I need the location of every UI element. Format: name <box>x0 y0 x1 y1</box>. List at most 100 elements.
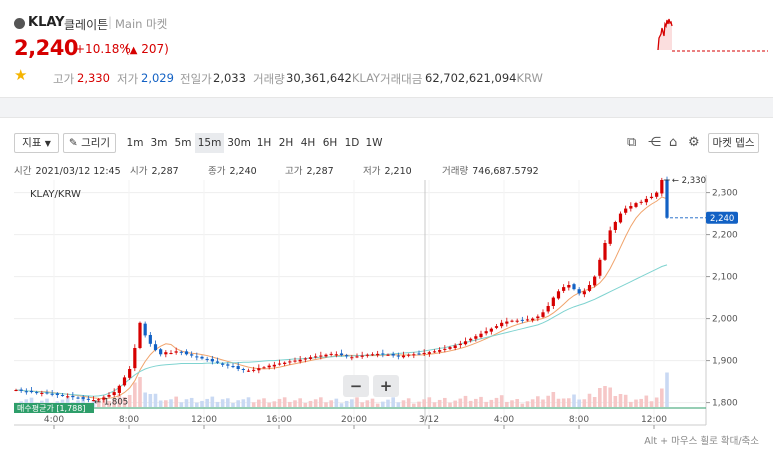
candle-body <box>288 361 292 363</box>
candle-body <box>386 354 390 356</box>
timeframe-3m[interactable]: 3m <box>150 137 168 149</box>
popout-icon[interactable]: ⧉ <box>627 135 637 150</box>
timeframe-6h[interactable]: 6H <box>322 137 338 149</box>
volume-bar <box>458 398 463 407</box>
candle-body <box>613 222 617 230</box>
current-price-badge <box>706 211 738 224</box>
caret-down-icon: ▼ <box>44 139 51 148</box>
volume-bar <box>474 398 478 407</box>
volume-bar <box>174 396 178 407</box>
zoom-out-button-icon: − <box>350 377 363 395</box>
candle-body <box>525 319 530 321</box>
stat-volume-number: 30,361,642 <box>286 71 352 85</box>
candle-body <box>391 353 395 356</box>
zoom-out-button[interactable]: − <box>343 375 369 397</box>
change-amount-value: 207 <box>141 42 165 56</box>
volume-bar <box>205 398 209 407</box>
candle-body <box>257 368 261 371</box>
volume-bar <box>200 400 204 407</box>
indicator-dropdown[interactable]: 지표 ▼ <box>14 133 59 153</box>
candle-body <box>24 391 28 393</box>
candle-body <box>29 390 34 393</box>
candle-body <box>303 358 307 360</box>
market-label: Main 마켓 <box>115 17 168 31</box>
candle-body <box>169 353 173 355</box>
ma-fast-line <box>15 196 668 400</box>
volume-bar <box>272 401 277 407</box>
candle-body <box>272 364 276 367</box>
avg-buy-price-text: 매수평균가 [1,788] <box>17 403 86 413</box>
market-depth-button[interactable]: 마켓 뎁스 <box>708 133 759 153</box>
volume-bar <box>546 395 550 407</box>
max-price-label: ← 2,330 <box>672 176 706 186</box>
candle-body <box>314 356 318 358</box>
volume-bar <box>282 397 287 407</box>
candle-body <box>572 284 576 290</box>
volume-bar <box>634 399 638 407</box>
volume-bar <box>396 402 401 407</box>
volume-bar <box>618 394 623 407</box>
indicator-label: 지표 <box>22 137 42 149</box>
volume-bar <box>608 387 612 407</box>
timeframe-1d[interactable]: 1D <box>344 137 360 149</box>
candle-body <box>448 347 452 349</box>
timeframe-1w[interactable]: 1W <box>365 137 383 149</box>
favorite-star-icon[interactable]: ★ <box>14 66 28 84</box>
candle-body <box>210 358 214 362</box>
candlestick-chart[interactable]: 1,800 1,900 2,000 2,100 2,200 2,300 4:00 8:00 12… <box>0 175 773 433</box>
candle-body <box>360 355 364 357</box>
volume-bar <box>401 400 406 407</box>
candle-body <box>598 259 602 276</box>
candle-body <box>432 351 437 353</box>
share-icon[interactable]: ⋲ <box>648 135 661 150</box>
volume-bar <box>133 382 137 407</box>
ohlc-low-label: 저가 <box>363 166 381 177</box>
candle-body <box>215 361 220 363</box>
timeframe-4h[interactable]: 4H <box>300 137 316 149</box>
tag-icon[interactable]: ⌂ <box>669 135 678 150</box>
x-tick-label: 8:00 <box>119 415 139 425</box>
volume-bar <box>603 386 607 407</box>
timeframe-15m[interactable]: 15m <box>195 133 224 153</box>
stat-volume-unit: KLAY <box>351 71 381 85</box>
candle-body <box>494 326 499 328</box>
y-tick-label: 2,200 <box>712 231 738 241</box>
coin-info-card: KLAY 클레이튼 | Main 마켓 2,240 +10.18% (▲ 207… <box>0 0 773 98</box>
candle-body <box>153 344 158 351</box>
settings-gear-icon[interactable]: ⚙ <box>688 135 700 150</box>
timeframe-1m[interactable]: 1m <box>126 137 144 149</box>
candle-body <box>489 328 493 332</box>
candle-body <box>133 348 137 369</box>
candle-body <box>629 206 633 209</box>
timeframe-5m[interactable]: 5m <box>174 137 192 149</box>
candle-body <box>587 285 592 291</box>
candle-body <box>427 352 431 354</box>
volume-bar <box>241 399 246 407</box>
volume-bar <box>298 398 302 407</box>
candle-body <box>355 356 359 358</box>
volume-bar <box>515 399 519 407</box>
coin-name: 클레이튼 <box>64 18 109 32</box>
volume-bar <box>489 399 494 407</box>
candle-body <box>639 201 643 203</box>
candle-body <box>179 351 183 353</box>
candle-body <box>546 306 550 312</box>
zoom-in-button-bg <box>373 375 399 397</box>
candle-body <box>644 198 648 203</box>
timeframe-2h[interactable]: 2H <box>278 137 294 149</box>
timeframe-30m[interactable]: 30m <box>227 137 251 149</box>
volume-bar <box>112 398 116 407</box>
candle-body <box>407 354 411 356</box>
zoom-in-button[interactable]: + <box>373 375 399 397</box>
candle-body <box>195 356 199 358</box>
draw-button[interactable]: ✎ 그리기 <box>63 133 116 153</box>
candle-body <box>174 351 178 353</box>
volume-bar <box>391 397 395 407</box>
candle-body <box>159 349 163 355</box>
avg-buy-price-badge <box>14 403 94 413</box>
timeframe-1h[interactable]: 1H <box>256 137 272 149</box>
pencil-icon: ✎ <box>68 137 78 149</box>
candle-body <box>184 351 189 355</box>
volume-bar <box>468 400 473 407</box>
volume-bar <box>153 393 158 407</box>
